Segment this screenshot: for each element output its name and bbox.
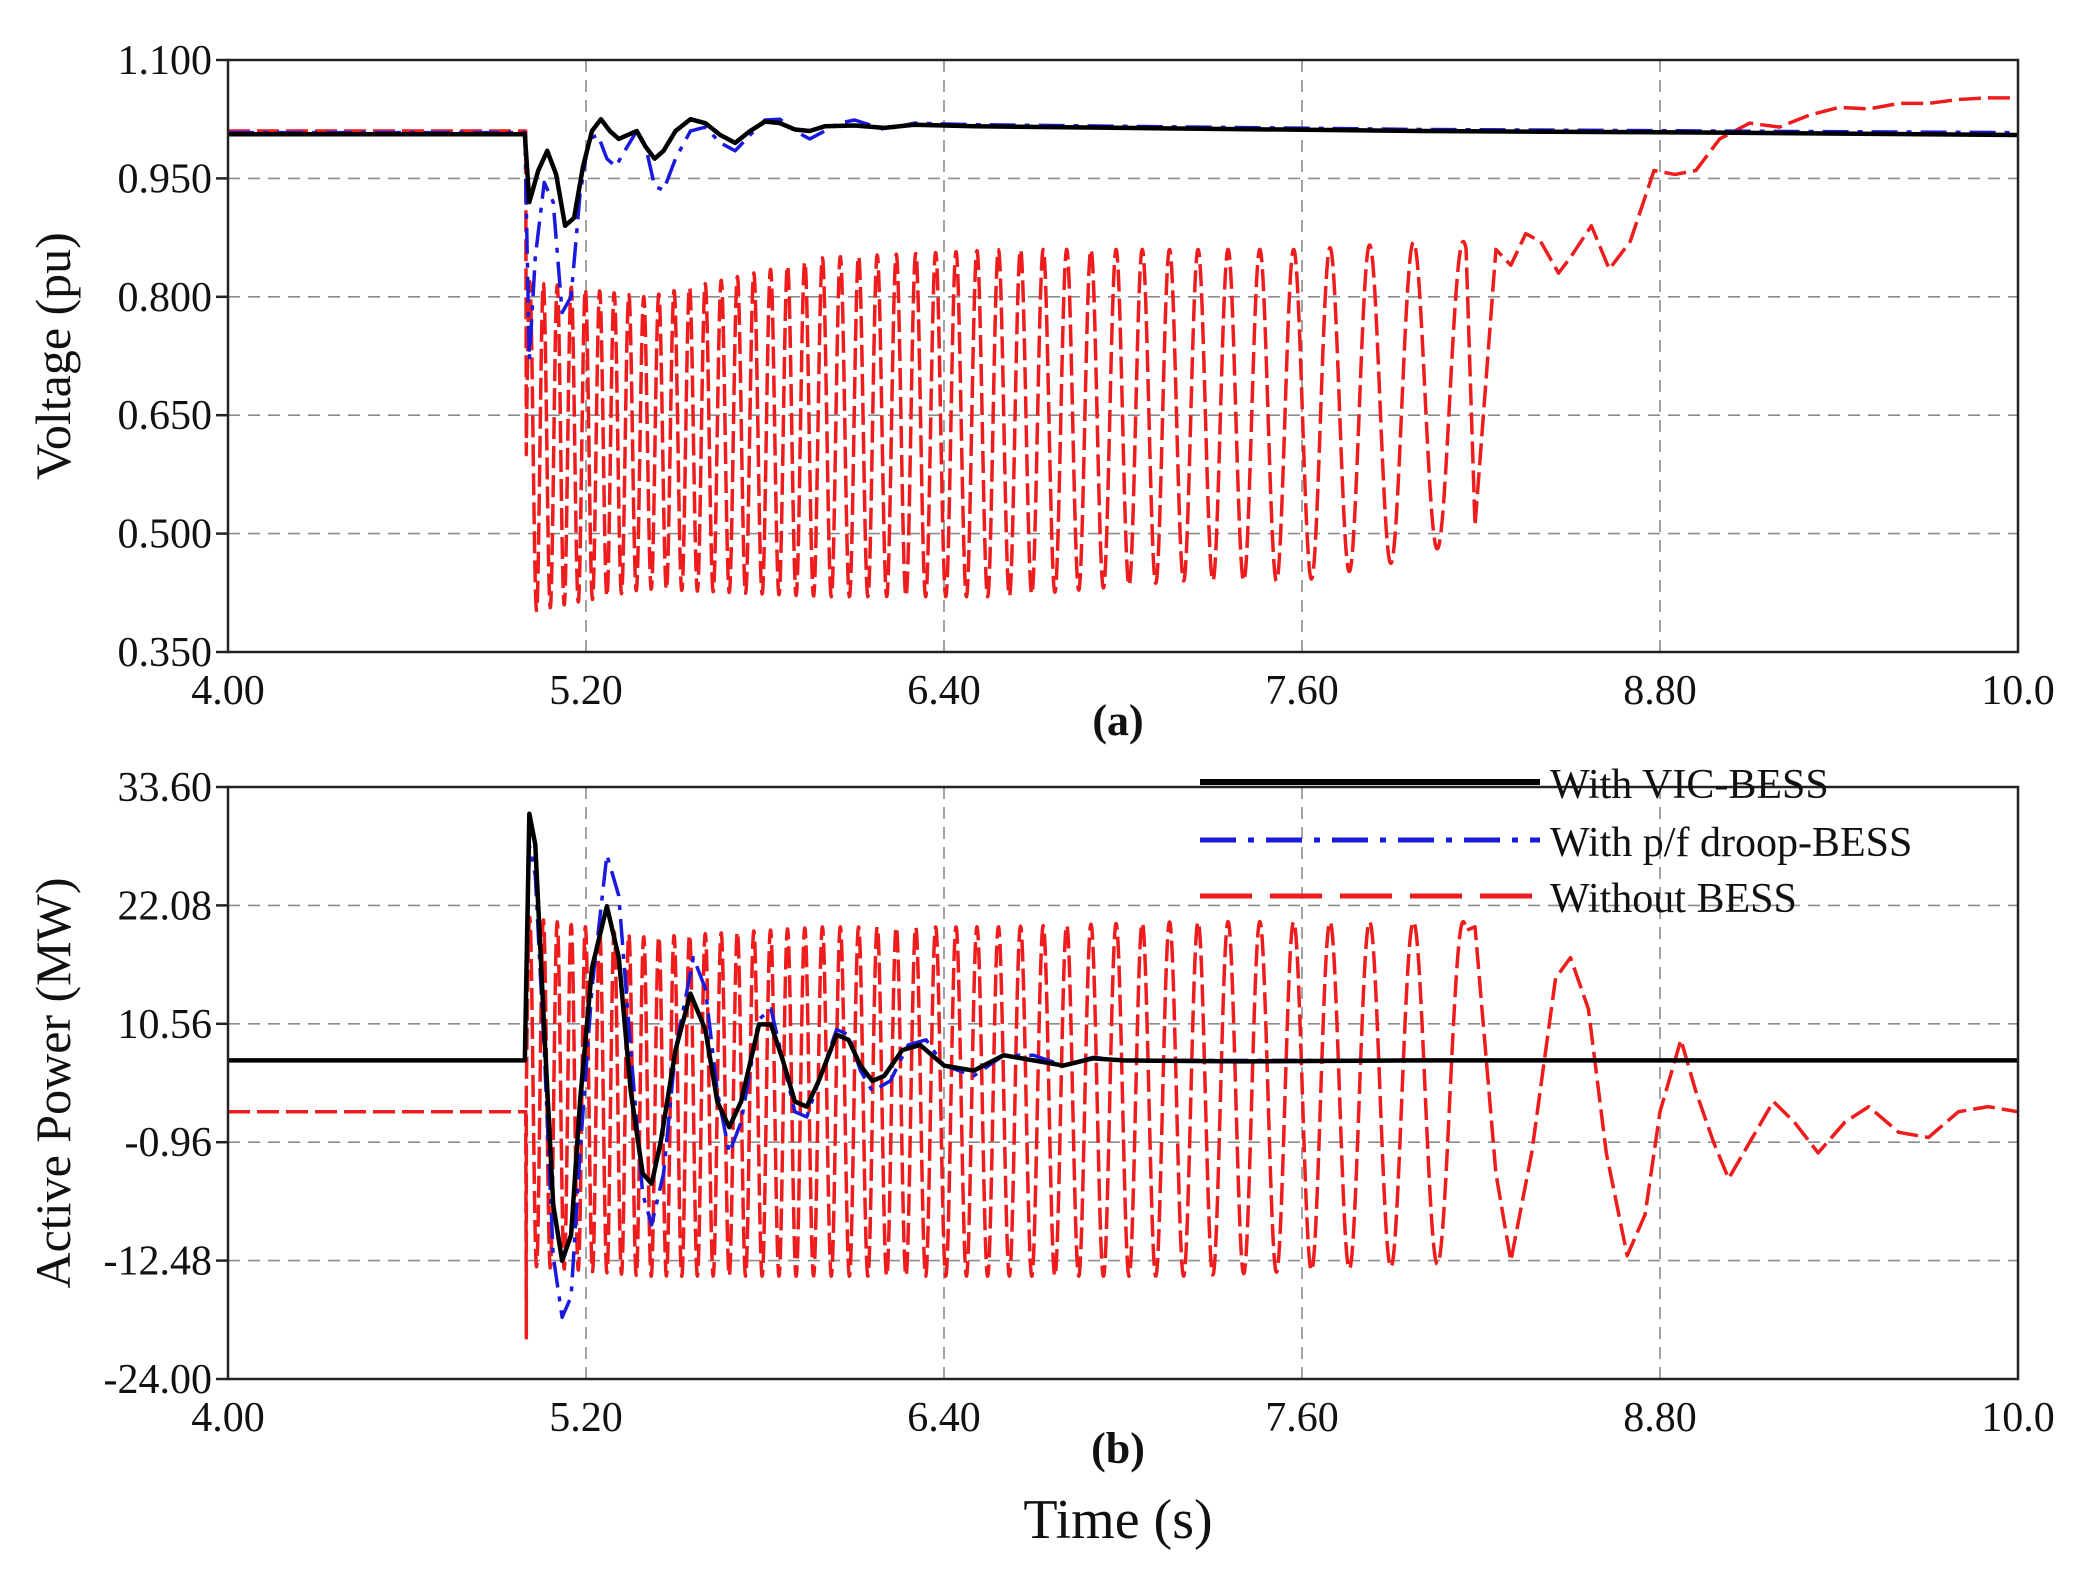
panel-a-frame xyxy=(226,58,2020,654)
panel-a-x-tick-0: 4.00 xyxy=(191,668,265,714)
panel-b-x-tick-4: 8.80 xyxy=(1623,1395,1697,1441)
panel-a-x-tick-2: 6.40 xyxy=(907,668,981,714)
panel-a-x-tick-1: 5.20 xyxy=(549,668,623,714)
panel-b-series-vic xyxy=(228,811,2018,1264)
panel-b-y-tick-2: 10.56 xyxy=(118,1002,213,1048)
panel-b-series-none xyxy=(228,915,2018,1340)
panel-b-x-tick-1: 5.20 xyxy=(549,1395,623,1441)
panel-b-frame xyxy=(226,785,2020,1381)
panel-a-y-tick-0: 1.100 xyxy=(118,38,213,84)
panel-b-y-axis-label: Active Power (MW) xyxy=(25,878,81,1289)
panel-b-label: (b) xyxy=(1091,1424,1145,1473)
panel-b-x-tick-3: 7.60 xyxy=(1265,1395,1339,1441)
panel-b-series xyxy=(228,811,2018,1340)
panel-b-y-tick-5: -24.00 xyxy=(104,1357,213,1403)
x-axis-label: Time (s) xyxy=(1023,1489,1212,1551)
legend-label-none: Without BESS xyxy=(1550,876,1797,922)
panel-b-y-tick-0: 33.60 xyxy=(118,765,213,811)
panel-b-x-tick-5: 10.0 xyxy=(1981,1395,2055,1441)
panel-a-y-tick-5: 0.350 xyxy=(118,630,213,676)
panel-b-x-tick-labels: 4.00 5.20 6.40 7.60 8.80 10.0 xyxy=(191,1395,2055,1441)
panel-b-grid xyxy=(228,787,2018,1379)
panel-a-series-vic xyxy=(228,116,2018,229)
panel-a-plot-area xyxy=(228,60,2018,652)
panel-a-x-tick-5: 10.0 xyxy=(1981,668,2055,714)
panel-a-y-tick-4: 0.500 xyxy=(118,512,213,558)
panel-a-x-tick-labels: 4.00 5.20 6.40 7.60 8.80 10.0 xyxy=(191,668,2055,714)
panel-b-x-tick-2: 6.40 xyxy=(907,1395,981,1441)
panel-b-y-tick-1: 22.08 xyxy=(118,883,213,929)
panel-a-y-tick-2: 0.800 xyxy=(118,275,213,321)
panel-b-x-tick-0: 4.00 xyxy=(191,1395,265,1441)
panel-b-y-tick-3: -0.96 xyxy=(125,1120,213,1166)
legend-label-vic: With VIC-BESS xyxy=(1550,762,1829,808)
panel-a-grid xyxy=(228,60,2018,652)
panel-a-label: (a) xyxy=(1092,696,1143,745)
panel-a-y-tick-3: 0.650 xyxy=(118,393,213,439)
panel-a-series xyxy=(228,96,2018,613)
panel-a-y-axis-label: Voltage (pu) xyxy=(25,232,81,480)
panel-b-y-tick-labels: 33.60 22.08 10.56 -0.96 -12.48 -24.00 xyxy=(104,765,228,1403)
panel-b-active-power: 33.60 22.08 10.56 -0.96 -12.48 -24.00 4.00 5.2… xyxy=(25,762,2055,1473)
panel-a-y-tick-labels: 1.100 0.950 0.800 0.650 0.500 0.350 xyxy=(118,38,228,676)
legend-label-droop: With p/f droop-BESS xyxy=(1550,820,1912,866)
panel-a-x-tick-3: 7.60 xyxy=(1265,668,1339,714)
panel-a-series-none xyxy=(228,96,2018,613)
panel-a-x-tick-4: 8.80 xyxy=(1623,668,1697,714)
legend: With VIC-BESS With p/f droop-BESS Withou… xyxy=(1200,762,1912,922)
panel-b-y-tick-4: -12.48 xyxy=(104,1239,213,1285)
panel-a-voltage: 1.100 0.950 0.800 0.650 0.500 0.350 4.00 5.20 6… xyxy=(25,38,2055,745)
panel-a-y-tick-1: 0.950 xyxy=(118,156,213,202)
